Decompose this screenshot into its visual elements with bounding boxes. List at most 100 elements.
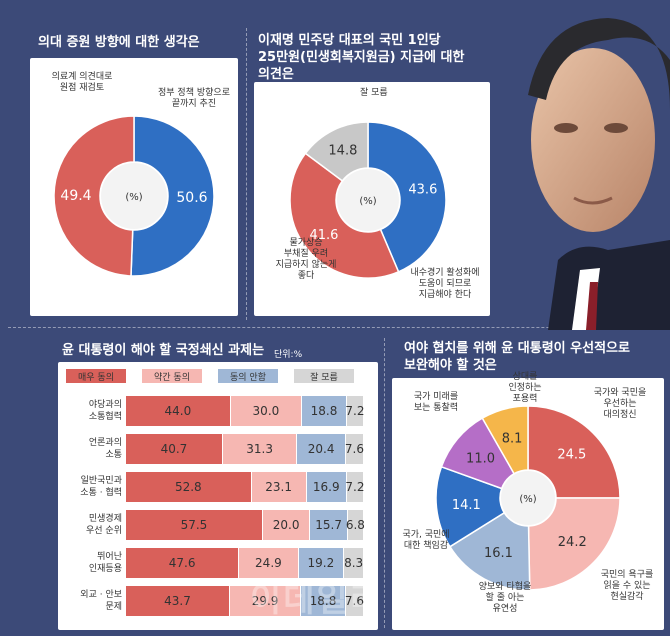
bar-row-label-line-0: 언론과의: [88, 438, 122, 448]
panel4-label-3-line-1: 대한 책임감: [403, 541, 449, 551]
panel1-label-1: 정부 정책 방향으로 끝까지 추진: [150, 88, 238, 110]
bar-row-label: 일반국민과 소통 · 협력: [60, 475, 122, 499]
pie-slice: [304, 121, 369, 182]
bar-row-label-line-1: 우선 순위: [86, 526, 122, 536]
bar-value-label: 44.0: [164, 404, 192, 418]
legend-label: 잘 모름: [310, 373, 338, 383]
panel2-label-2-line-2: 지급해야 한다: [418, 290, 472, 300]
pie-slice: [130, 115, 215, 277]
bar-row-label: 뛰어난 인재등용: [60, 551, 122, 575]
bar-value-label: 18.8: [309, 594, 337, 608]
pie-value-label: 41.6: [309, 228, 338, 243]
panel2-label-1-line-2: 지급하지 않는게: [275, 260, 337, 270]
panel2-label-1-line-1: 부채질 우려: [283, 249, 329, 259]
bar-row-label: 야당과의 소통협력: [60, 399, 122, 423]
panel1-label-1-line-1: 끝까지 추진: [171, 99, 217, 109]
pie-value-label: 14.1: [452, 498, 481, 513]
panel4-label-3-line-0: 국가, 국민에: [402, 530, 450, 540]
panel1-label-0-line-0: 의료계 의견대로: [51, 72, 113, 82]
panel4-label-4-line-1: 할 줄 아는: [485, 593, 525, 603]
panel2-label-1-line-3: 좋다: [297, 271, 315, 281]
legend-item: 잘 모름: [294, 368, 354, 384]
legend-label: 약간 동의: [154, 373, 190, 383]
pie-slice: [527, 405, 621, 499]
legend-label: 매우 동의: [78, 373, 114, 383]
pie-value-label: 24.5: [557, 448, 586, 463]
bar-segment: 23.1: [251, 472, 306, 502]
panel4-pie-chart: 24.5 24.2 16.1 14.1 11.0 8.1 (%): [435, 405, 621, 591]
panel1-label-0: 의료계 의견대로 원점 재검토: [42, 72, 122, 94]
bar-value-label: 52.8: [174, 480, 202, 494]
pie-slice: [448, 511, 531, 591]
panel4-label-1-line-2: 대의정신: [603, 410, 637, 420]
pie-value-label: 50.6: [176, 190, 207, 206]
bar-segment: 30.0: [230, 396, 302, 426]
panel3-title: 윤 대통령이 해야 할 국정쇄신 과제는: [62, 343, 265, 358]
pie-center: [101, 163, 167, 229]
pie-value-label: 14.8: [328, 143, 357, 158]
panel4-title: 여야 협치를 위해 윤 대통령이 우선적으로 보완해야 할 것은: [404, 340, 664, 374]
bar-value-label: 20.0: [272, 518, 300, 532]
bar-value-label: 7.6: [344, 594, 364, 608]
bar-value-label: 15.7: [315, 518, 342, 532]
panel2-label-1-line-0: 물가상승: [289, 238, 323, 248]
divider-vertical-top: [246, 28, 247, 320]
divider-horizontal: [8, 327, 664, 328]
panel1-title: 의대 증원 방향에 대한 생각은: [38, 35, 200, 50]
legend-swatch: 약간 동의: [142, 369, 202, 383]
pie-center-unit: (%): [359, 196, 376, 207]
panel4-label-2-line-0: 국가 미래를: [413, 392, 459, 402]
panel2-title-line-2: 의견은: [258, 67, 294, 82]
bar-segment: 43.7: [126, 586, 229, 616]
panel2-title: 이재명 민주당 대표의 국민 1인당 25만원(민생회복지원금) 지급에 대한 의견…: [258, 32, 498, 83]
bar-value-label: 7.2: [345, 404, 365, 418]
bar-segment: 20.4: [297, 434, 345, 464]
legend-swatch: 동의 안함: [218, 369, 278, 383]
bar-value-label: 19.2: [307, 556, 335, 570]
bar-segment: 7.6: [344, 586, 364, 616]
panel4-label-4-line-2: 유연성: [492, 604, 518, 614]
pie-value-label: 43.6: [408, 182, 437, 197]
panel4-label-0-line-0: 상대를: [512, 372, 538, 382]
panel2-label-2: 내수경기 활성화에 도움이 되므로 지급해야 한다: [400, 268, 490, 301]
bar-segment: 24.9: [239, 548, 298, 578]
panel4-label-0-line-1: 인정하는: [508, 383, 542, 393]
panel4-label-2: 국가 미래를 보는 통찰력: [396, 392, 476, 414]
pie-slice: [435, 465, 506, 548]
pie-slice: [53, 115, 135, 277]
panel4-label-4: 양보와 타협을 할 줄 아는 유연성: [470, 582, 540, 615]
pie-center-unit: (%): [519, 494, 536, 505]
bar-segment: 57.5: [126, 510, 262, 540]
pie-slice: [289, 152, 400, 279]
panel1-label-0-line-1: 원점 재검토: [59, 83, 105, 93]
legend-item: 동의 안함: [218, 368, 278, 384]
bar-value-label: 57.5: [180, 518, 208, 532]
bar-value-label: 47.6: [168, 556, 196, 570]
panel1-label-1-line-0: 정부 정책 방향으로: [158, 88, 230, 98]
panel4-label-3: 국가, 국민에 대한 책임감: [394, 530, 458, 552]
bar-value-label: 23.1: [265, 480, 292, 494]
bar-value-label: 24.9: [255, 556, 282, 570]
bar-value-label: 7.2: [345, 480, 365, 494]
panel4-label-5: 국민의 욕구를 읽을 수 있는 현실감각: [590, 570, 664, 603]
pie-value-label: 24.2: [558, 535, 587, 550]
panel4-label-1: 국가와 국민을 우선하는 대의정신: [580, 388, 660, 421]
bar-value-label: 31.3: [246, 442, 273, 456]
bar-row-label: 언론과의 소통: [60, 437, 122, 461]
bar-segment: 31.3: [222, 434, 297, 464]
bar-segment: 18.8: [301, 586, 345, 616]
bar-row-label-line-0: 야당과의: [88, 400, 122, 410]
watermark: 이데일리: [250, 580, 384, 620]
legend-item: 매우 동의: [66, 368, 126, 384]
panel4-label-2-line-1: 보는 통찰력: [413, 403, 459, 413]
panel4-label-4-line-0: 양보와 타협을: [478, 582, 532, 592]
bar-segment: 20.0: [262, 510, 310, 540]
bar-segment: 15.7: [310, 510, 347, 540]
bar-row-label-line-0: 일반국민과: [80, 476, 122, 486]
bar-value-label: 16.9: [312, 480, 340, 494]
pie-center: [337, 169, 399, 231]
legend-swatch: 잘 모름: [294, 369, 354, 383]
bar-row-label-line-0: 민생경제: [88, 514, 122, 524]
panel4-title-line-0: 여야 협치를 위해 윤 대통령이 우선적으로: [404, 341, 630, 356]
